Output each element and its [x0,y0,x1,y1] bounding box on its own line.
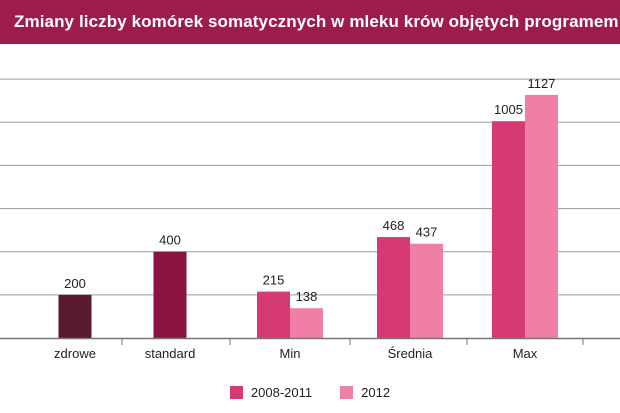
data-label-2008-2011-Średnia: 468 [383,218,405,233]
data-label-2012-Min: 138 [296,289,318,304]
x-tick-label-Średnia: Średnia [388,346,434,361]
data-label-2008-2011-zdrowe: 200 [64,276,86,291]
legend: 2008-2011 2012 [0,380,620,404]
legend-label-2012: 2012 [361,384,391,400]
bar-2012-Min [290,308,323,338]
legend-swatch-2012 [340,385,354,399]
x-tick-label-Max: Max [513,346,538,361]
x-tick-label-Min: Min [280,346,301,361]
legend-item-2008-2011: 2008-2011 [229,384,313,400]
title-bar: Zmiany liczby komórek somatycznych w mle… [0,0,620,44]
bar-2008-2011-Średnia [377,237,410,338]
bar-2012-Średnia [410,243,443,338]
legend-swatch-2008-2011 [229,385,243,399]
bar-2008-2011-Min [257,291,290,338]
data-label-2012-Max: 1127 [528,76,556,91]
bar-2012-Max [525,94,558,338]
legend-label-2008-2011: 2008-2011 [250,384,313,400]
data-label-2008-2011-standard: 400 [159,233,181,248]
bar-2008-2011-standard [153,251,187,338]
data-label-2008-2011-Min: 215 [263,273,285,288]
legend-item-2012: 2012 [340,385,390,400]
data-label-2012-Średnia: 437 [416,225,438,240]
bar-2008-2011-Max [492,121,525,338]
chart-title: Zmiany liczby komórek somatycznych w mle… [14,12,619,31]
x-tick-label-standard: standard [145,346,196,361]
data-label-2008-2011-Max: 1005 [494,102,523,117]
x-tick-label-zdrowe: zdrowe [54,346,96,361]
bar-2008-2011-zdrowe [58,294,92,338]
